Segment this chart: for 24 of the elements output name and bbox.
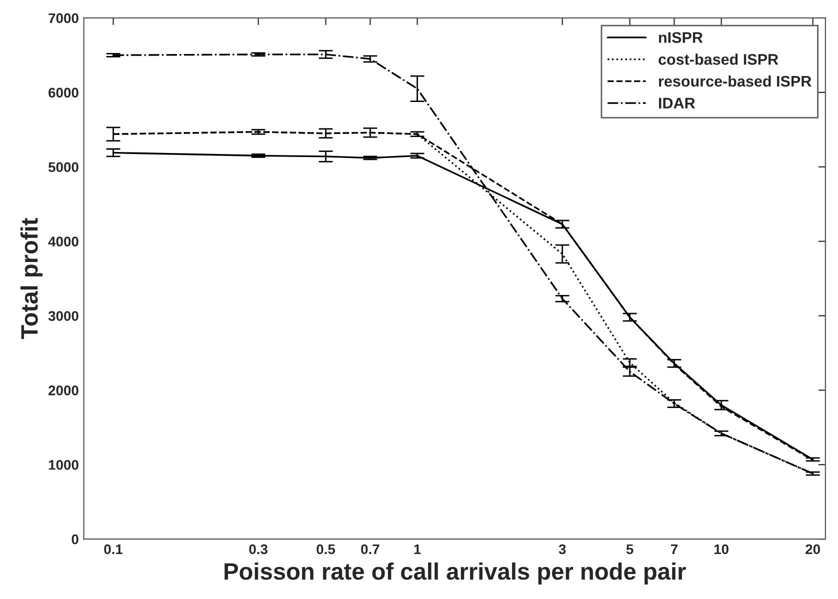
x-tick-label: 1: [414, 544, 421, 554]
x-tick-label: 5: [626, 544, 634, 554]
x-tick-label: 20: [806, 544, 820, 554]
x-tick-label: 3: [558, 544, 566, 554]
x-tick-label: 0.7: [361, 544, 380, 554]
legend-label: nISPR: [659, 32, 703, 43]
x-tick-label: 10: [714, 544, 728, 554]
legend-label: resource-based ISPR: [659, 75, 812, 87]
y-tick-label: 1000: [48, 460, 78, 470]
y-tick-label: 7000: [48, 13, 78, 24]
x-tick-label: 0.5: [316, 544, 336, 554]
y-tick-label: 5000: [48, 162, 78, 172]
y-tick-label: 0: [72, 534, 78, 544]
x-tick-label: 0.1: [104, 544, 123, 554]
x-axis-title: Poisson rate of call arrivals per node pair: [224, 562, 686, 584]
y-tick-label: 6000: [48, 88, 78, 98]
y-tick-label: 3000: [48, 311, 78, 321]
y-axis-title: Total profit: [20, 218, 42, 340]
legend-label: IDAR: [659, 98, 696, 108]
y-tick-label: 2000: [48, 386, 78, 396]
legend-label: cost-based ISPR: [658, 54, 778, 65]
x-tick-label: 0.3: [249, 544, 268, 554]
y-tick-label: 4000: [48, 236, 78, 246]
x-tick-label: 7: [670, 544, 678, 554]
